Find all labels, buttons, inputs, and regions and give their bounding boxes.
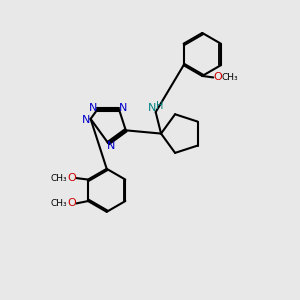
Text: N: N	[89, 103, 97, 113]
Text: H: H	[156, 101, 163, 111]
Text: CH₃: CH₃	[50, 174, 67, 183]
Text: CH₃: CH₃	[50, 199, 67, 208]
Text: O: O	[67, 199, 76, 208]
Text: N: N	[119, 103, 128, 113]
Text: CH₃: CH₃	[222, 73, 238, 82]
Text: N: N	[107, 141, 116, 151]
Text: N: N	[148, 103, 156, 113]
Text: O: O	[213, 72, 222, 82]
Text: O: O	[67, 173, 76, 183]
Text: N: N	[82, 115, 90, 125]
